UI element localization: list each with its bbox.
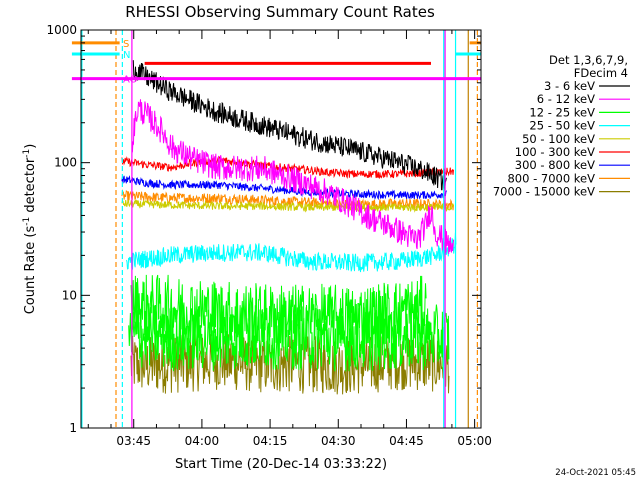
series-line xyxy=(121,175,447,201)
y-tick-label: 1 xyxy=(69,421,77,435)
marker-layer xyxy=(81,30,478,428)
state-bar-layer: SN AO xyxy=(71,39,481,86)
legend-label: 300 - 800 keV xyxy=(515,158,595,172)
x-axis: 03:45 04:00 04:15 04:30 04:45 05:00 xyxy=(87,30,492,448)
series-line xyxy=(121,199,454,213)
footer-timestamp: 24-Oct-2021 05:45 xyxy=(555,468,636,478)
plot-frame xyxy=(80,29,482,429)
series-line xyxy=(126,232,457,273)
series-line xyxy=(131,99,455,254)
x-axis-label: Start Time (20-Dec-14 03:33:22) xyxy=(175,457,387,472)
y-tick-label: 1000 xyxy=(46,23,77,37)
state-bar-label: N xyxy=(123,50,130,61)
state-bar-label: AO xyxy=(123,75,138,86)
legend-label: 7000 - 15000 keV xyxy=(493,185,595,199)
x-tick-label: 04:15 xyxy=(253,434,288,448)
series-line xyxy=(130,274,427,350)
x-tick-label: 04:45 xyxy=(389,434,424,448)
legend-label: 25 - 50 keV xyxy=(529,119,595,133)
x-tick-label: 04:00 xyxy=(185,434,220,448)
legend-label: 12 - 25 keV xyxy=(529,105,595,119)
legend-label: 6 - 12 keV xyxy=(537,92,595,106)
chart-title: RHESSI Observing Summary Count Rates xyxy=(125,3,435,21)
x-tick-label: 04:30 xyxy=(321,434,356,448)
series-layer xyxy=(121,60,457,395)
y-tick-label: 100 xyxy=(54,156,77,170)
y-tick-label: 10 xyxy=(62,288,77,302)
legend-label: 50 - 100 keV xyxy=(522,132,595,146)
state-bar-label: S xyxy=(123,39,129,50)
x-tick-label: 03:45 xyxy=(116,434,151,448)
x-tick-label: 05:00 xyxy=(457,434,492,448)
series-line xyxy=(132,60,447,191)
legend-label: 100 - 300 keV xyxy=(515,145,595,159)
y-axis: 1 10 100 1000 xyxy=(46,23,481,435)
legend-label: 3 - 6 keV xyxy=(544,79,595,93)
legend-header-line-1: Det 1,3,6,7,9, xyxy=(549,53,628,67)
y-axis-label: Count Rate (s-1 detector-1) xyxy=(22,144,38,315)
legend-label: 800 - 7000 keV xyxy=(507,171,595,185)
legend-header-line-2: FDecim 4 xyxy=(574,66,628,80)
